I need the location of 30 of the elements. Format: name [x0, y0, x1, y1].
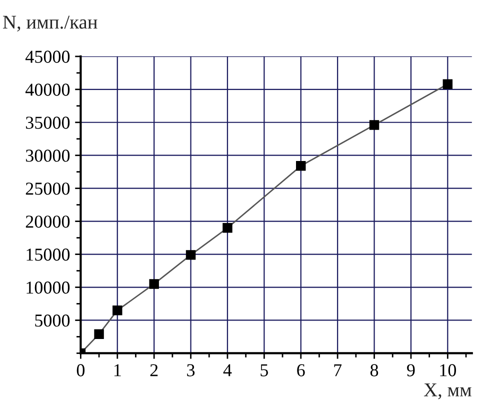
x-axis-title: X, мм	[424, 384, 472, 400]
y-tick-label: 5000	[35, 314, 70, 327]
y-tick-label: 45000	[25, 50, 70, 63]
y-tick-label: 25000	[26, 182, 70, 195]
point	[94, 329, 104, 339]
x-tick-label: 3	[187, 364, 195, 376]
x-tick-label: 7	[334, 364, 342, 376]
point	[222, 223, 232, 233]
point	[112, 305, 122, 316]
x-tick-label: 4	[223, 364, 232, 376]
x-tick-label: 5	[260, 364, 268, 376]
point	[186, 250, 196, 260]
y-tick-label: 15000	[26, 248, 70, 261]
y-tick-label: 10000	[26, 282, 70, 294]
x-tick-label: 10	[440, 364, 456, 376]
y-axis-title: N, имп./кан	[3, 16, 98, 32]
x-tick-label: 2	[150, 364, 158, 376]
point	[149, 279, 159, 289]
y-tick-label: 35000	[26, 116, 70, 129]
x-tick-label: 6	[297, 364, 305, 376]
x-tick-label: 9	[407, 364, 415, 376]
x-tick-label: 0	[76, 364, 85, 376]
y-tick-label: 40000	[25, 84, 70, 96]
x-tick-label: 1	[114, 364, 121, 376]
point	[296, 161, 306, 171]
x-tick-label: 8	[370, 364, 378, 376]
point	[442, 79, 453, 89]
y-tick-label: 30000	[26, 150, 70, 162]
point	[369, 120, 380, 130]
y-tick-label: 20000	[26, 216, 70, 228]
